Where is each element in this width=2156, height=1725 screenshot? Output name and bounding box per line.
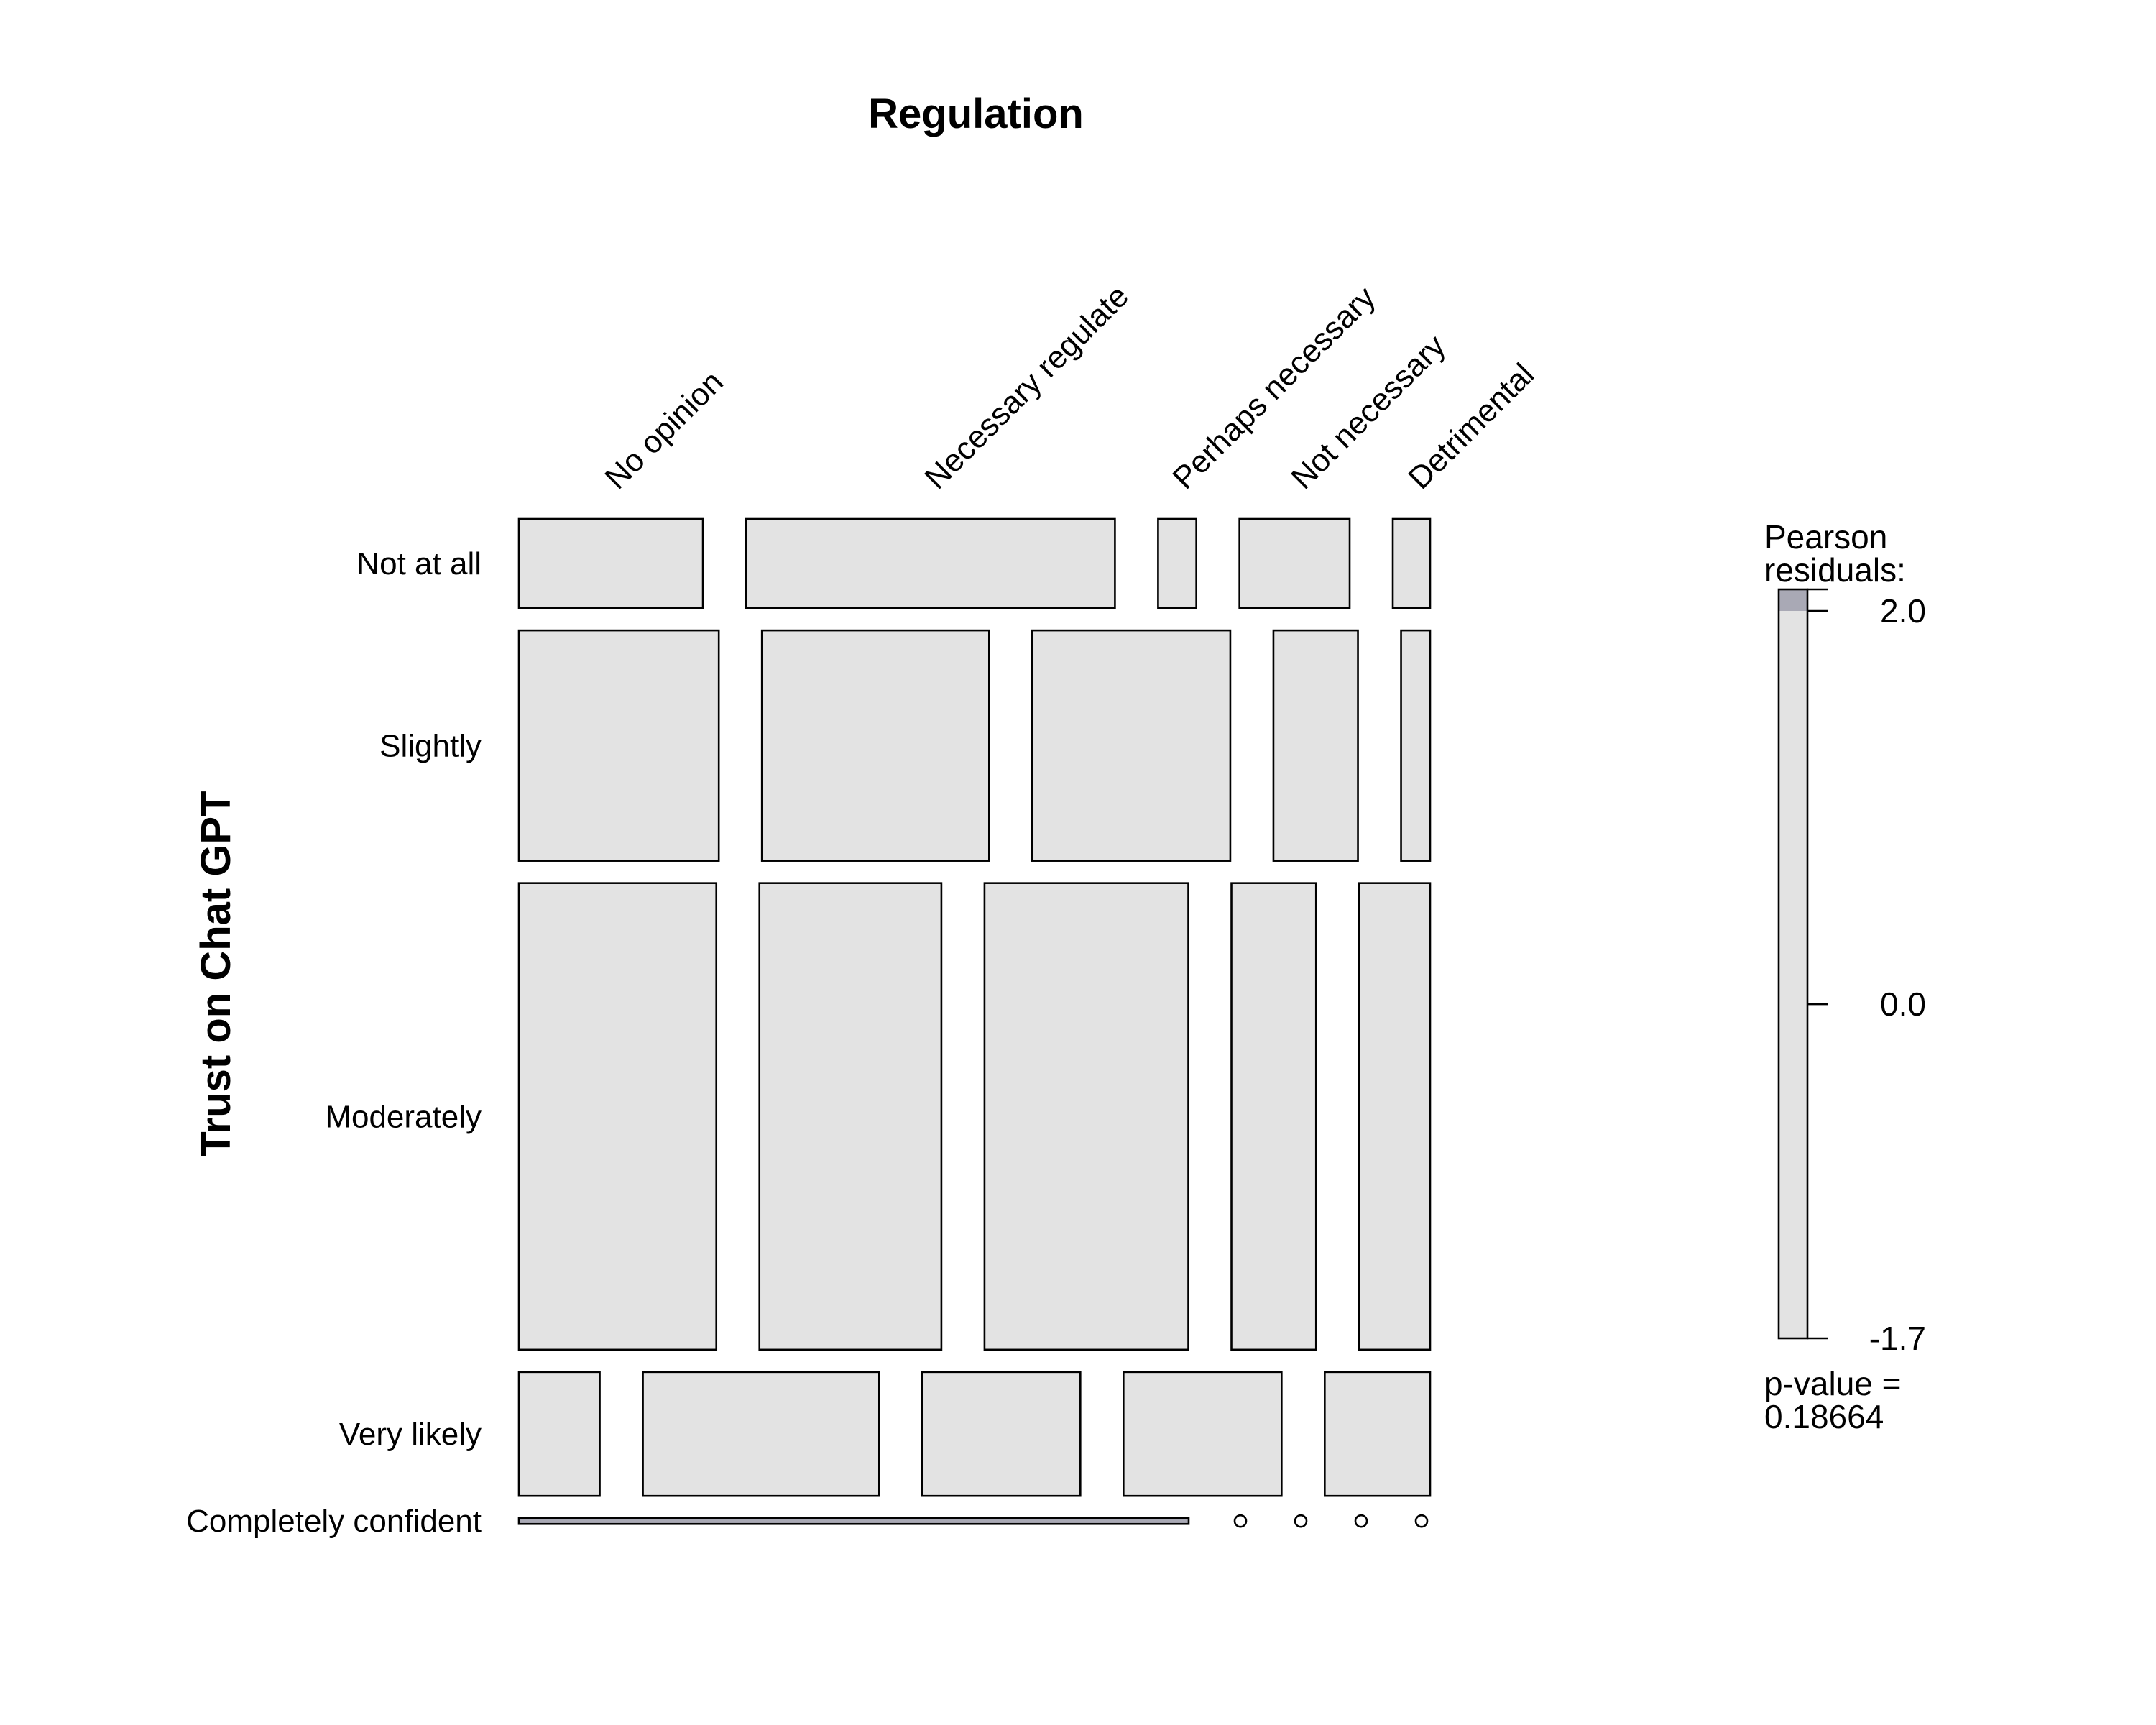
tile-slightly-necessary-regulate — [760, 629, 990, 862]
tile-not-at-all-detrimental — [1391, 518, 1432, 610]
legend-tick-label-2: -1.7 — [1869, 1320, 1926, 1357]
tile-slightly-perhaps-necessary — [1031, 629, 1232, 862]
legend-tick-label-0: 2.0 — [1880, 592, 1926, 630]
residual-legend: Pearson residuals: p-value = 0.18664 2.0… — [1764, 518, 1926, 1435]
row-label-very-likely: Very likely — [339, 1417, 482, 1452]
tile-moderately-necessary-regulate — [758, 882, 943, 1351]
row-label-not-at-all: Not at all — [356, 546, 482, 581]
y-axis-title: Trust on Chat GPT — [193, 791, 239, 1156]
tile-not-at-all-perhaps-necessary — [1157, 518, 1197, 610]
empty-cell-completely-confident-necessary-regulate — [1233, 1514, 1248, 1528]
tile-very-likely-not-necessary — [1123, 1371, 1283, 1497]
tile-completely-confident-no-opinion — [517, 1517, 1190, 1525]
legend-positive-band — [1779, 589, 1807, 611]
tile-moderately-not-necessary — [1230, 882, 1317, 1351]
column-label-perhaps-necessary: Perhaps necessary — [1166, 280, 1382, 496]
chart-title: Regulation — [868, 91, 1084, 137]
column-labels: No opinion Necessary regulate Perhaps nece… — [598, 278, 1541, 496]
tile-not-at-all-not-necessary — [1238, 518, 1351, 610]
column-label-necessary-regulate: Necessary regulate — [918, 278, 1135, 496]
empty-cell-completely-confident-detrimental — [1414, 1514, 1429, 1528]
legend-tick-label-1: 0.0 — [1880, 985, 1926, 1023]
tile-moderately-perhaps-necessary — [983, 882, 1189, 1351]
tile-very-likely-perhaps-necessary — [921, 1371, 1082, 1497]
tile-slightly-detrimental — [1400, 629, 1432, 862]
empty-cell-completely-confident-perhaps-necessary — [1294, 1514, 1308, 1528]
tile-moderately-no-opinion — [517, 882, 718, 1351]
column-label-no-opinion: No opinion — [598, 364, 729, 496]
legend-neutral-band — [1779, 611, 1807, 1338]
mosaic-tiles — [517, 518, 1432, 1528]
tile-very-likely-no-opinion — [517, 1371, 601, 1497]
tile-slightly-no-opinion — [517, 629, 720, 862]
tile-not-at-all-no-opinion — [517, 518, 704, 610]
tile-very-likely-necessary-regulate — [642, 1371, 880, 1497]
pvalue-label: p-value = — [1764, 1365, 1902, 1402]
tile-moderately-detrimental — [1358, 882, 1432, 1351]
tile-slightly-not-necessary — [1272, 629, 1359, 862]
row-label-moderately: Moderately — [325, 1099, 482, 1134]
tile-not-at-all-necessary-regulate — [745, 518, 1116, 610]
row-label-slightly: Slightly — [379, 728, 482, 763]
legend-color-bar — [1777, 588, 1809, 1340]
empty-cell-completely-confident-not-necessary — [1354, 1514, 1368, 1528]
legend-title-line1: Pearson — [1764, 518, 1887, 556]
pvalue-value: 0.18664 — [1764, 1398, 1884, 1435]
tile-very-likely-detrimental — [1324, 1371, 1432, 1497]
row-labels: Not at all Slightly Moderately Very likely C… — [186, 546, 482, 1539]
legend-title-line2: residuals: — [1764, 551, 1906, 589]
row-label-completely-confident: Completely confident — [186, 1504, 482, 1539]
